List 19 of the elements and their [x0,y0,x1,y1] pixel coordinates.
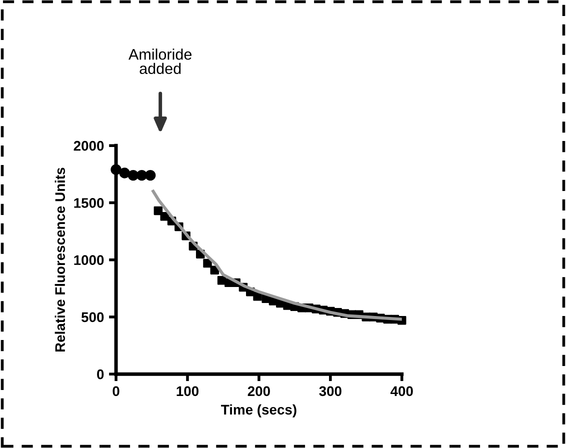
x-axis-title: Time (secs) [221,404,296,418]
point [144,170,156,181]
x-tick-label: 0 [112,386,120,396]
text: Amiloride added [128,48,192,74]
x-tick-label: 100 [176,386,199,396]
point [119,168,130,178]
point [203,258,212,268]
x-tick-label: 300 [319,386,342,396]
point [128,170,139,181]
y-tick-label: 500 [81,312,104,322]
y-tick-label: 0 [97,369,104,380]
x-tick-label: 400 [390,386,413,396]
y-tick-label: 1500 [74,198,104,208]
point [136,170,148,181]
y-axis-title: Relative Fluorescence Units [54,168,66,352]
x-tick-label: 200 [248,386,270,396]
y-tick-label: 2000 [74,140,104,151]
point [253,292,262,301]
y-tick-label: 1000 [74,255,104,266]
